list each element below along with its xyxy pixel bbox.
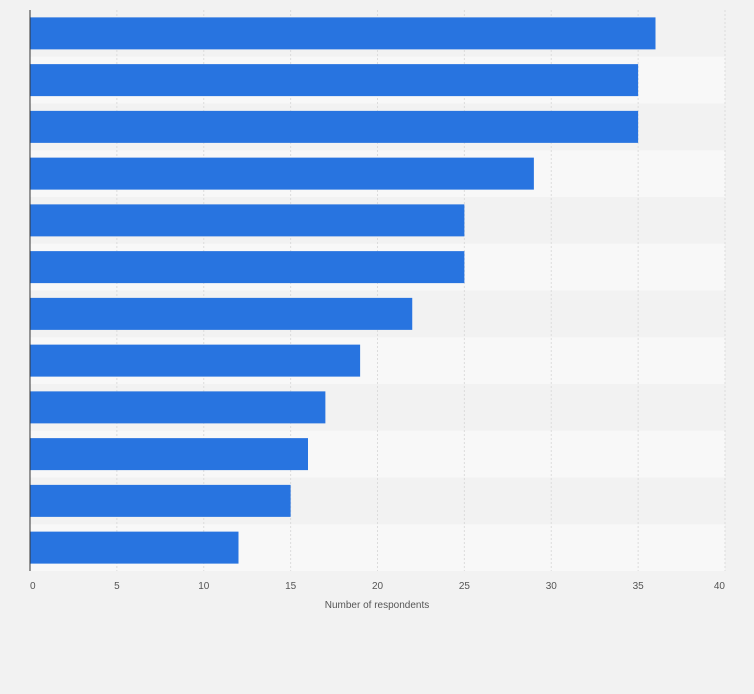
bar[interactable] xyxy=(30,64,639,97)
gridlines xyxy=(116,10,726,571)
bar[interactable] xyxy=(30,157,534,190)
x-tick-label: 20 xyxy=(372,581,384,592)
bar[interactable] xyxy=(30,438,308,471)
bar[interactable] xyxy=(30,297,413,330)
bar[interactable] xyxy=(30,204,465,237)
bar[interactable] xyxy=(30,110,639,143)
bar[interactable] xyxy=(30,344,361,377)
bar[interactable] xyxy=(30,17,656,50)
x-axis-ticks: 0 5 10 15 20 25 30 35 40 xyxy=(30,581,725,592)
x-tick-label: 25 xyxy=(459,581,471,592)
x-tick-label: 35 xyxy=(633,581,645,592)
x-tick-label: 30 xyxy=(546,581,558,592)
x-axis-title: Number of respondents xyxy=(325,600,430,611)
bar[interactable] xyxy=(30,484,291,517)
x-tick-label: 5 xyxy=(114,581,120,592)
bar[interactable] xyxy=(30,531,239,564)
bar[interactable] xyxy=(30,251,465,284)
x-tick-label: 40 xyxy=(714,581,726,592)
x-tick-label: 10 xyxy=(198,581,210,592)
x-tick-label: 15 xyxy=(285,581,297,592)
bar[interactable] xyxy=(30,391,326,424)
x-tick-label: 0 xyxy=(30,581,36,592)
bars xyxy=(30,17,656,564)
